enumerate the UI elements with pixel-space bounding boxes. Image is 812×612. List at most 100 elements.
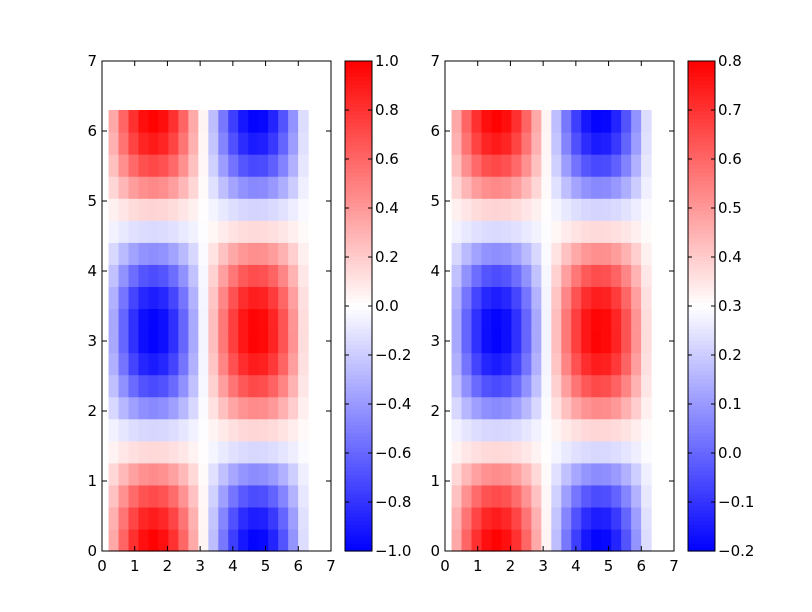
left-heatmap-cell: [208, 330, 219, 354]
left-heatmap-cell: [298, 506, 309, 530]
right-heatmap-cell: [581, 176, 592, 199]
left-heatmap-cell: [228, 176, 239, 199]
right-heatmap-cell: [531, 418, 542, 442]
right-heatmap-cell: [631, 418, 642, 442]
right-heatmap-cell: [511, 110, 522, 133]
right-heatmap-cell: [501, 220, 513, 243]
right-heatmap-cell: [501, 528, 513, 552]
right-heatmap-cell: [481, 462, 493, 486]
left-heatmap-cell: [238, 528, 249, 552]
left-colorbar-band: [345, 451, 372, 456]
right-colorbar-band: [688, 137, 715, 142]
right-heatmap-cell: [571, 396, 582, 420]
right-colorbar-band: [688, 149, 715, 154]
right-heatmap-cell: [631, 528, 642, 552]
left-heatmap-cell: [158, 198, 170, 221]
right-colorbar-band: [688, 168, 715, 173]
right-heatmap-cell: [591, 418, 602, 442]
left-heatmap-cell: [138, 484, 150, 508]
right-heatmap-cell: [511, 176, 522, 199]
right-heatmap-cell: [501, 286, 513, 310]
right-colorbar-tick-label: 0.3: [718, 297, 742, 315]
right-colorbar-band: [688, 478, 715, 483]
right-colorbar-band: [688, 263, 715, 269]
right-heatmap-cell: [481, 506, 493, 530]
left-heatmap-cell: [178, 264, 189, 287]
left-heatmap-cell: [268, 132, 279, 155]
right-colorbar-band: [688, 516, 715, 521]
right-heatmap-cell: [551, 176, 562, 199]
left-heatmap-cell: [178, 374, 189, 398]
right-colorbar-band: [688, 455, 715, 460]
right-heatmap-cell: [481, 418, 493, 442]
left-heatmap-cell: [108, 176, 120, 199]
right-heatmap-cell: [621, 176, 632, 199]
left-heatmap-cell: [148, 396, 160, 420]
right-heatmap-cell: [551, 198, 562, 221]
right-colorbar-band: [688, 80, 715, 85]
left-colorbar-band: [345, 470, 372, 476]
right-heatmap-cell: [641, 132, 652, 155]
right-heatmap-cell: [501, 462, 513, 486]
right-heatmap-cell: [561, 176, 572, 199]
right-colorbar-band: [688, 294, 715, 299]
left-heatmap-cell: [168, 374, 179, 398]
right-colorbar-band: [688, 462, 715, 468]
left-y-tick-label: 4: [87, 262, 97, 280]
right-heatmap-cell: [461, 110, 473, 133]
right-colorbar-band: [688, 68, 715, 74]
left-heatmap-cell: [278, 352, 289, 376]
left-heatmap-cell: [248, 462, 259, 486]
left-heatmap-cell: [148, 198, 160, 221]
left-x-tick-label: 2: [163, 557, 173, 575]
right-colorbar-band: [688, 528, 715, 533]
right-colorbar-band: [688, 110, 715, 116]
left-heatmap-cell: [118, 176, 130, 199]
left-heatmap-cell: [298, 462, 309, 486]
right-colorbar-band: [688, 210, 715, 215]
right-heatmap-cell: [631, 308, 642, 332]
left-heatmap-cell: [108, 132, 120, 155]
right-x-tick-label: 2: [506, 557, 516, 575]
right-heatmap-cell: [601, 242, 612, 265]
left-heatmap-cell: [248, 418, 259, 442]
left-heatmap-cell: [288, 352, 299, 376]
left-heatmap-cell: [108, 330, 120, 354]
left-heatmap-cell: [288, 418, 299, 442]
left-heatmap-cell: [158, 506, 170, 530]
right-heatmap-cell: [491, 154, 503, 177]
right-heatmap-cell: [491, 286, 503, 310]
right-colorbar-band: [688, 382, 715, 387]
left-heatmap-cell: [198, 352, 209, 376]
left-colorbar-tick-label: −0.6: [375, 444, 411, 462]
right-heatmap-cell: [511, 484, 522, 508]
left-colorbar-tick-label: 0.4: [375, 199, 399, 217]
right-heatmap-cell: [541, 286, 552, 310]
left-colorbar-band: [345, 409, 372, 414]
right-heatmap-cell: [491, 418, 503, 442]
left-heatmap-cell: [168, 330, 179, 354]
right-heatmap-cell: [541, 110, 552, 133]
left-heatmap-cell: [258, 418, 269, 442]
right-axes-frame: [444, 60, 675, 552]
right-heatmap-cell: [451, 154, 463, 177]
left-heatmap-cell: [248, 154, 259, 177]
right-heatmap-cell: [491, 506, 503, 530]
left-heatmap-cell: [148, 220, 160, 243]
right-heatmap-cell: [601, 440, 612, 464]
right-heatmap-cell: [531, 110, 542, 133]
right-heatmap-cell: [531, 462, 542, 486]
right-heatmap-cell: [601, 264, 612, 287]
right-colorbar-band: [688, 355, 715, 361]
right-colorbar-tick-label: 0.0: [718, 444, 742, 462]
left-heatmap-cell: [108, 484, 120, 508]
left-heatmap-cell: [108, 220, 120, 243]
right-colorbar-band: [688, 225, 715, 231]
right-heatmap-cell: [511, 352, 522, 376]
right-heatmap-cell: [641, 242, 652, 265]
left-heatmap-cell: [158, 396, 170, 420]
right-heatmap-cell: [631, 396, 642, 420]
right-heatmap-cell: [561, 264, 572, 287]
right-heatmap-cell: [591, 198, 602, 221]
